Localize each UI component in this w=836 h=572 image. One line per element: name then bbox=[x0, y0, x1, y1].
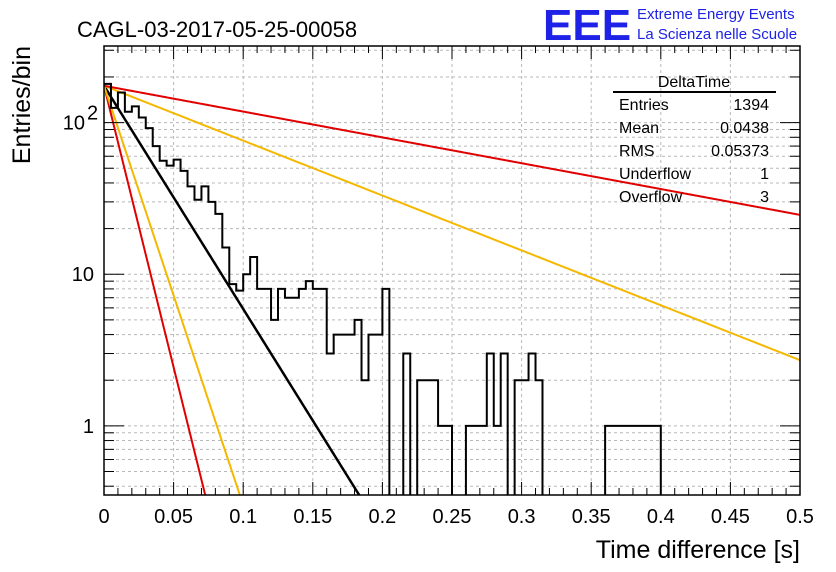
x-tick-label: 0.1 bbox=[229, 506, 257, 528]
stats-label-rms: RMS bbox=[619, 143, 655, 160]
x-tick-label: 0.15 bbox=[293, 506, 332, 528]
x-tick-label: 0.25 bbox=[433, 506, 472, 528]
x-tick-label: 0.35 bbox=[572, 506, 611, 528]
histogram-steps bbox=[104, 82, 662, 495]
x-tick-label: 0.5 bbox=[786, 506, 814, 528]
y-axis-title: Entries/bin bbox=[8, 46, 36, 164]
stats-label-entries: Entries bbox=[619, 97, 669, 114]
stats-box: DeltaTime Entries 1394 Mean 0.0438 RMS 0… bbox=[613, 74, 776, 206]
histogram bbox=[104, 82, 662, 495]
axis-ticks: 0 0.05 0.1 0.15 0.2 0.25 0.3 0.35 0.4 0.45 0.5 1 10 1… bbox=[63, 46, 814, 528]
chart-title: CAGL-03-2017-05-25-00058 bbox=[77, 17, 357, 42]
y-tick-label: 10 bbox=[63, 113, 85, 135]
plot-frame bbox=[103, 45, 801, 496]
eee-logo: EEE bbox=[543, 1, 631, 50]
brand-line-1: Extreme Energy Events bbox=[637, 6, 795, 23]
x-tick-label: 0.2 bbox=[368, 506, 396, 528]
stats-box-name: DeltaTime bbox=[658, 74, 730, 91]
x-axis-title: Time difference [s] bbox=[596, 536, 800, 564]
fit-curves bbox=[104, 84, 800, 495]
stats-value-underflow: 1 bbox=[760, 166, 769, 183]
x-tick-label: 0.3 bbox=[508, 506, 536, 528]
brand-line-2: La Scienza nelle Scuole bbox=[637, 26, 797, 43]
x-tick-label: 0.45 bbox=[711, 506, 750, 528]
stats-label-underflow: Underflow bbox=[619, 166, 691, 183]
y-tick-label: 1 bbox=[83, 416, 94, 438]
y-tick-label: 10 bbox=[72, 264, 94, 286]
fit-curve-3 bbox=[104, 85, 241, 495]
stats-value-rms: 0.05373 bbox=[711, 143, 769, 160]
x-tick-label: 0.05 bbox=[154, 506, 193, 528]
fit-curve-2 bbox=[104, 85, 207, 495]
stats-label-mean: Mean bbox=[619, 120, 659, 137]
fit-curve-5 bbox=[104, 84, 800, 216]
stats-value-mean: 0.0438 bbox=[720, 120, 769, 137]
stats-value-overflow: 3 bbox=[760, 189, 769, 206]
stats-value-entries: 1394 bbox=[733, 97, 769, 114]
x-tick-label: 0.4 bbox=[647, 506, 675, 528]
x-tick-label: 0 bbox=[98, 506, 109, 528]
fit-curve-4 bbox=[104, 84, 800, 362]
fit-curve-1 bbox=[104, 85, 361, 495]
stats-label-overflow: Overflow bbox=[619, 189, 683, 206]
y-tick-label-exponent: 2 bbox=[87, 103, 98, 125]
